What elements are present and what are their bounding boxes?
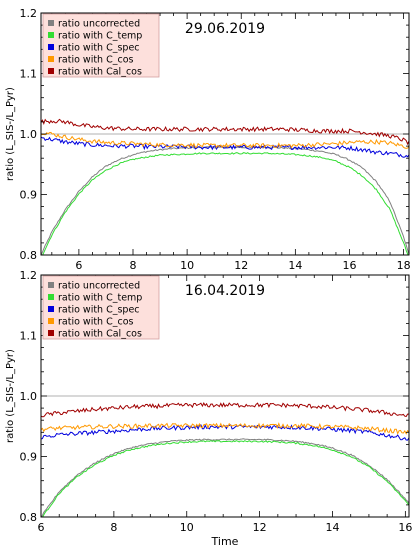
legend-box [42,13,160,78]
legend-label: ratio with C_spec [58,305,140,316]
legend-label: ratio with C_cos [58,317,134,328]
legend-label: ratio with Cal_cos [58,67,142,78]
legend-swatch [48,330,54,336]
series-line-ratio-with-c-spec [41,136,409,158]
x-axis-label: Time [211,535,239,548]
legend-label: ratio with Cal_cos [58,329,142,340]
y-axis-label: ratio (L_SIS-/L_Pyr) [5,349,16,443]
legend-swatch [48,56,54,62]
y-axis-label: ratio (L_SIS-/L_Pyr) [5,87,16,181]
legend-label: ratio uncorrected [58,19,140,30]
y-tick-label: 1.0 [20,390,38,403]
x-tick-label: 10 [180,259,194,272]
x-tick-label: 6 [75,259,82,272]
chart-title: 29.06.2019 [185,21,265,37]
x-tick-label: 16 [398,521,412,534]
x-tick-label: 12 [234,259,248,272]
series-line-ratio-with-c-cos [41,131,409,149]
y-tick-label: 0.8 [20,511,38,524]
x-tick-label: 14 [325,521,339,534]
legend-swatch [48,294,54,300]
legend-swatch [48,282,54,288]
legend-box [42,275,160,340]
x-tick-label: 8 [110,521,117,534]
series-line-ratio-with-c-cos [41,422,409,435]
legend-label: ratio with C_temp [58,31,142,42]
y-tick-label: 0.9 [20,189,38,202]
series-line-ratio-uncorrected [41,146,409,255]
series-line-ratio-uncorrected [41,438,409,517]
legend-swatch [48,68,54,74]
legend-label: ratio with C_temp [58,293,142,304]
series-line-ratio-with-cal-cos [41,402,409,418]
legend-swatch [48,44,54,50]
x-tick-label: 8 [130,259,137,272]
x-tick-label: 6 [38,521,45,534]
series-line-ratio-with-c-temp [42,152,409,255]
legend-swatch [48,32,54,38]
x-tick-label: 14 [288,259,302,272]
legend-label: ratio uncorrected [58,281,140,292]
x-tick-label: 10 [180,521,194,534]
y-tick-label: 0.9 [20,451,38,464]
chart-panel-2: 6 8 10 12 14 16 0.8 0.9 1.0 1.1 1.2 ratio (L_SIS-/L… [5,269,412,548]
y-tick-label: 1.0 [20,128,38,141]
series-line-ratio-with-cal-cos [41,118,409,146]
series-line-ratio-with-c-temp [42,440,409,517]
y-tick-label: 1.2 [20,7,38,20]
legend-label: ratio with C_spec [58,43,140,54]
x-tick-label: 12 [253,521,267,534]
legend-swatch [48,306,54,312]
y-tick-label: 1.1 [20,330,38,343]
x-tick-label: 18 [397,259,411,272]
y-tick-label: 1.2 [20,269,38,282]
legend-label: ratio with C_cos [58,55,134,66]
chart-panel-1: 6 8 10 12 14 16 18 0.8 0.9 1.0 1.1 1.2 ratio (L_SIS-… [5,7,411,272]
chart-title: 16.04.2019 [185,283,265,299]
y-tick-label: 0.8 [20,249,38,262]
y-tick-label: 1.1 [20,68,38,81]
legend-swatch [48,318,54,324]
x-tick-label: 16 [342,259,356,272]
legend-swatch [48,20,54,26]
